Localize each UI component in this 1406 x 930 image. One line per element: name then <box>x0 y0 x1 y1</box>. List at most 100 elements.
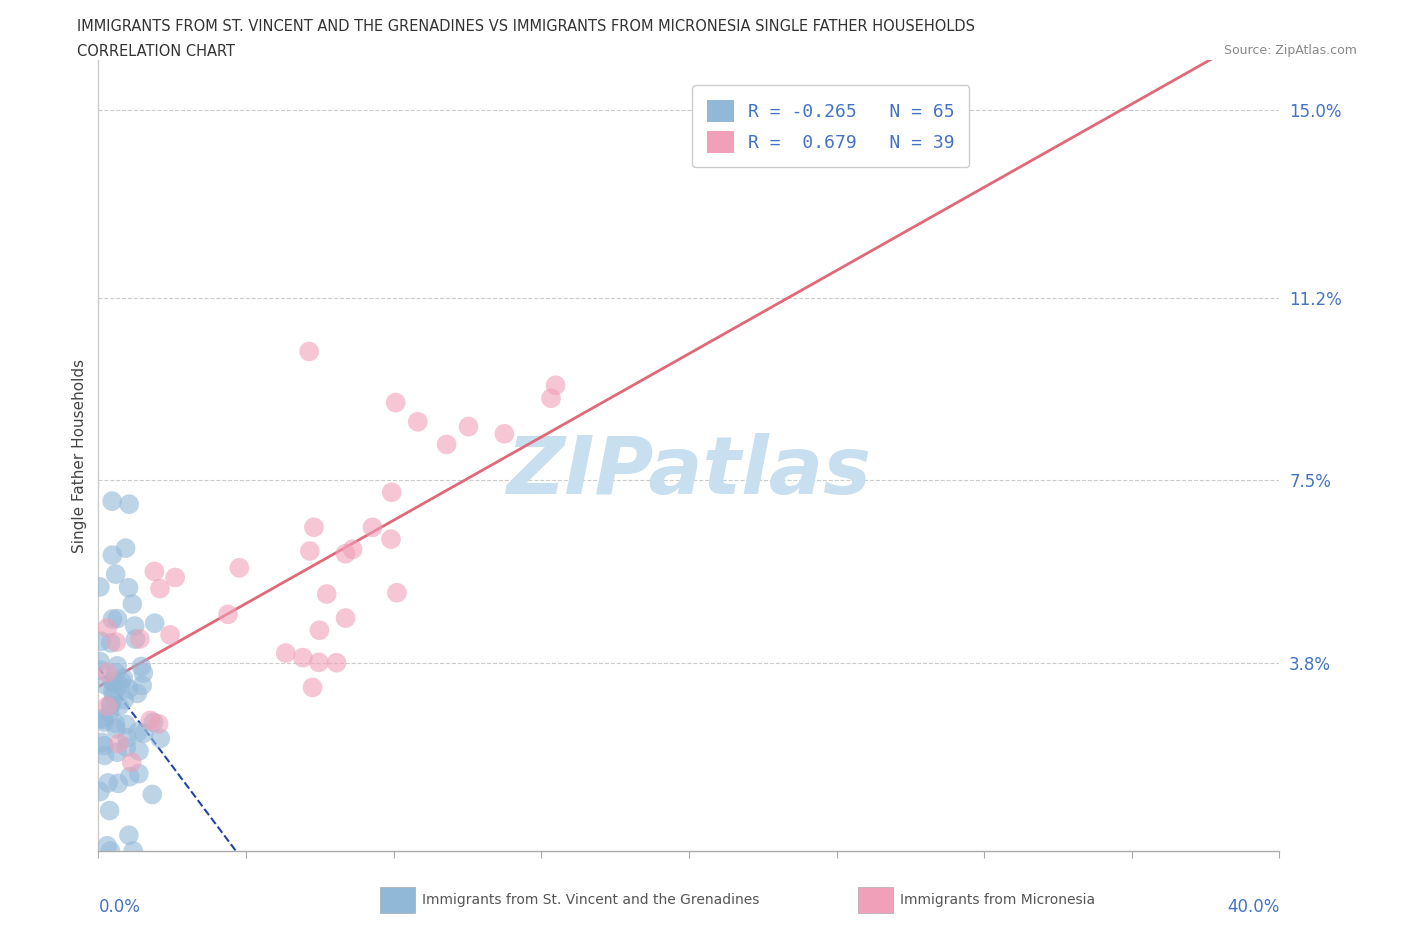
Text: Source: ZipAtlas.com: Source: ZipAtlas.com <box>1223 44 1357 57</box>
Point <box>228 561 250 576</box>
Point <box>308 623 330 638</box>
Point <box>118 497 141 512</box>
Point <box>148 716 170 731</box>
Point <box>118 828 141 843</box>
Point <box>143 616 166 631</box>
Point <box>100 844 122 858</box>
Point <box>101 612 124 627</box>
Point <box>308 655 330 670</box>
Point <box>108 698 131 713</box>
Point <box>127 724 149 739</box>
Text: 40.0%: 40.0% <box>1227 898 1279 916</box>
Point <box>128 743 150 758</box>
Point <box>103 677 125 692</box>
Point <box>105 721 128 736</box>
Point <box>127 686 149 701</box>
Point <box>149 581 172 596</box>
Point <box>117 580 139 595</box>
Point <box>104 716 127 731</box>
Point <box>101 684 124 699</box>
Text: CORRELATION CHART: CORRELATION CHART <box>77 44 235 59</box>
Point <box>89 784 111 799</box>
Point <box>132 725 155 740</box>
Point <box>93 715 115 730</box>
Legend: R = -0.265   N = 65, R =  0.679   N = 39: R = -0.265 N = 65, R = 0.679 N = 39 <box>692 86 969 167</box>
Point <box>274 645 297 660</box>
Point <box>436 437 458 452</box>
Point <box>89 662 111 677</box>
Y-axis label: Single Father Households: Single Father Households <box>72 359 87 552</box>
Point <box>342 542 364 557</box>
Point <box>121 755 143 770</box>
Point <box>159 628 181 643</box>
Point <box>115 717 138 732</box>
Point <box>103 687 125 702</box>
Point <box>544 378 567 392</box>
Point <box>141 787 163 802</box>
Point <box>101 548 124 563</box>
Point <box>128 631 150 646</box>
Point <box>217 607 239 622</box>
Point <box>89 579 111 594</box>
Point <box>107 776 129 790</box>
Point <box>93 738 115 753</box>
Point <box>101 494 124 509</box>
Point <box>96 665 118 680</box>
Text: Immigrants from St. Vincent and the Grenadines: Immigrants from St. Vincent and the Gren… <box>422 893 759 908</box>
Point <box>94 677 117 692</box>
Point <box>143 564 166 578</box>
Point <box>118 769 141 784</box>
Point <box>335 611 357 626</box>
Point <box>105 634 128 649</box>
Point <box>335 546 357 561</box>
Point <box>89 654 111 669</box>
Point <box>494 426 516 441</box>
Point <box>122 844 145 858</box>
Point <box>101 674 124 689</box>
Point <box>298 544 321 559</box>
Point <box>131 678 153 693</box>
Point <box>100 698 122 712</box>
Point <box>112 671 135 685</box>
Point <box>384 395 406 410</box>
Point <box>165 570 187 585</box>
Point <box>139 713 162 728</box>
Point <box>291 650 314 665</box>
Point <box>406 415 429 430</box>
Point <box>302 520 325 535</box>
Point <box>385 585 408 600</box>
Point <box>124 618 146 633</box>
Point <box>104 566 127 581</box>
Text: ZIPatlas: ZIPatlas <box>506 432 872 511</box>
Point <box>89 711 111 726</box>
Point <box>457 419 479 434</box>
Text: 0.0%: 0.0% <box>98 898 141 916</box>
Point <box>112 692 135 707</box>
Point <box>115 730 138 745</box>
Point <box>149 731 172 746</box>
Point <box>315 587 337 602</box>
Point <box>114 540 136 555</box>
Point <box>121 596 143 611</box>
Point <box>107 736 129 751</box>
Point <box>132 666 155 681</box>
Point <box>124 631 146 646</box>
Point <box>100 697 122 711</box>
Point <box>129 659 152 674</box>
Point <box>325 656 347 671</box>
Point <box>361 520 384 535</box>
Point <box>298 344 321 359</box>
Point <box>108 678 131 693</box>
Point <box>142 715 165 730</box>
Text: Immigrants from Micronesia: Immigrants from Micronesia <box>900 893 1095 908</box>
Point <box>128 766 150 781</box>
Point <box>118 682 141 697</box>
Point <box>96 698 118 713</box>
Point <box>105 745 128 760</box>
Point <box>97 776 120 790</box>
Point <box>105 611 128 626</box>
Point <box>301 680 323 695</box>
Point <box>96 838 118 853</box>
Point <box>105 658 128 673</box>
Point <box>380 532 402 547</box>
